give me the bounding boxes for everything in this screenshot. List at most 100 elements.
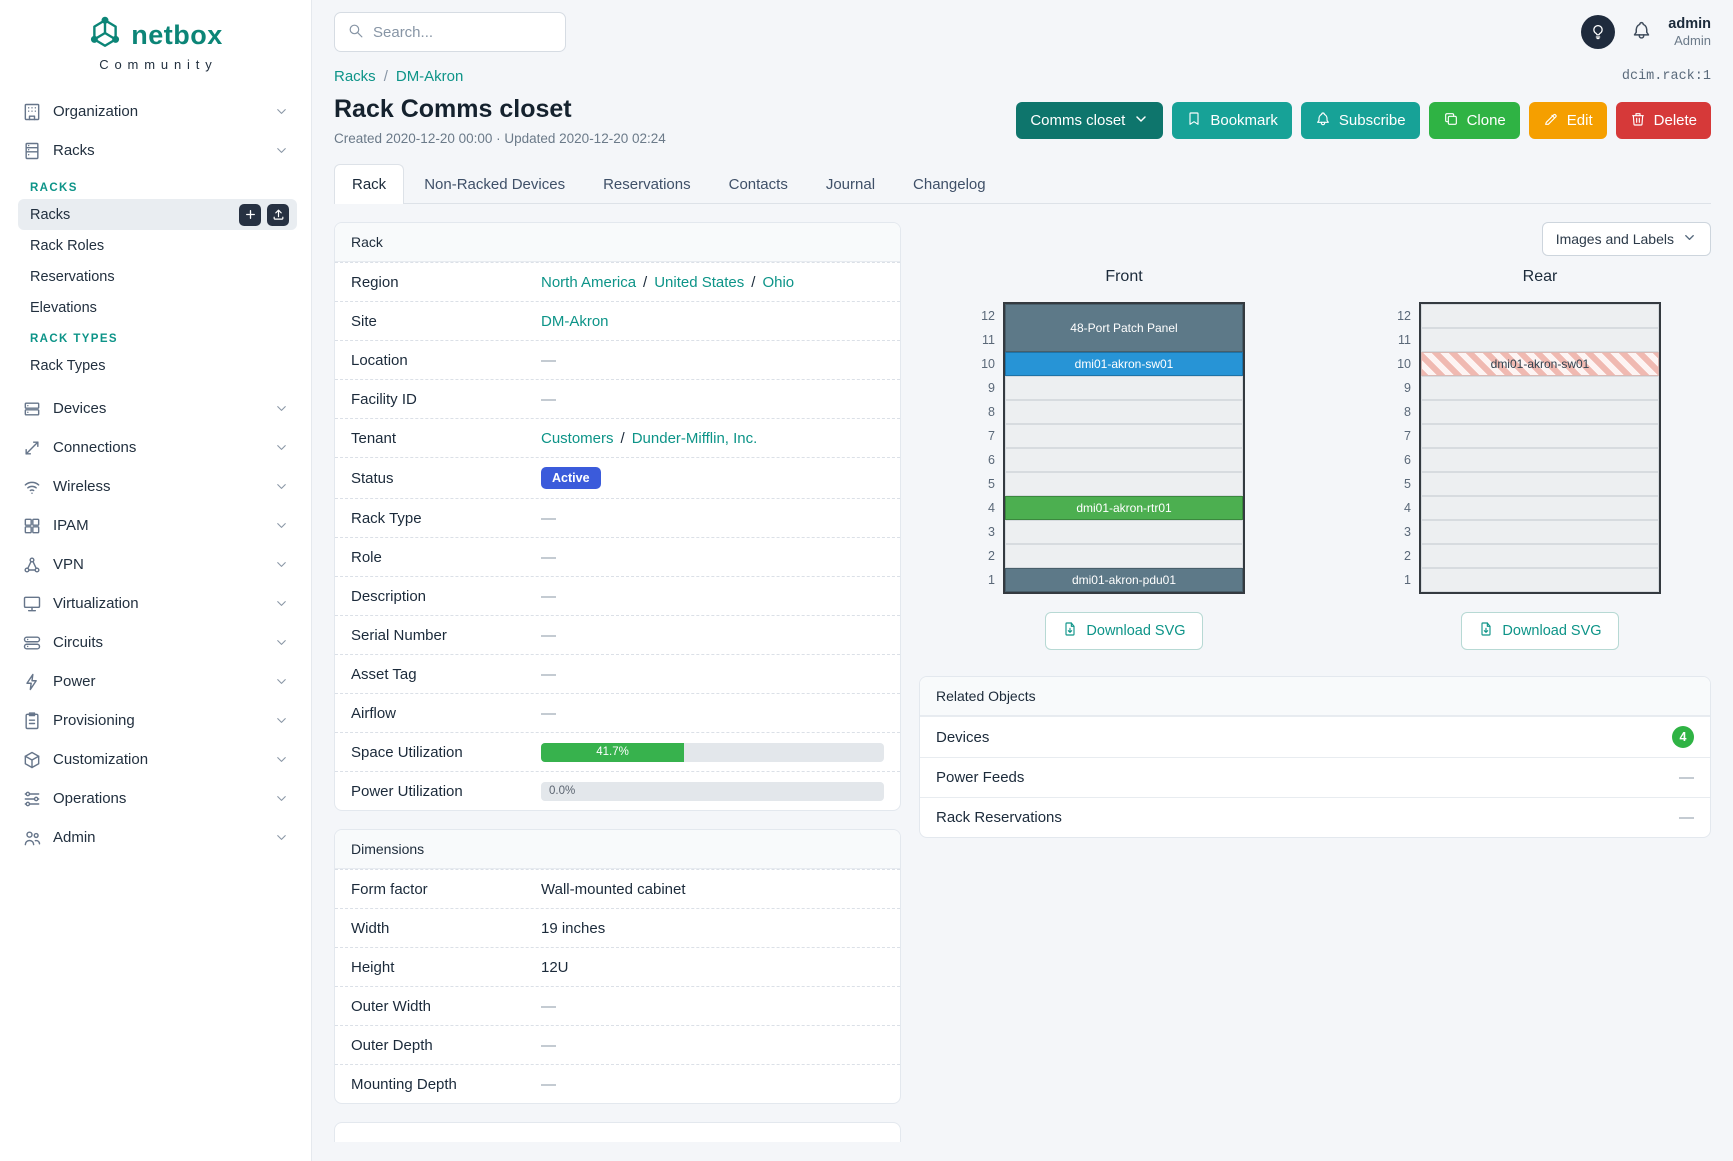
sidebar-item-racks[interactable]: Racks <box>12 131 299 170</box>
sidebar-item-wireless[interactable]: Wireless <box>12 467 299 506</box>
unit-number: 6 <box>988 453 995 467</box>
download-svg-front-button[interactable]: Download SVG <box>1045 612 1203 650</box>
region-link[interactable]: United States <box>654 273 745 291</box>
sidebar-item-customization[interactable]: Customization <box>12 740 299 779</box>
tenant-group-link[interactable]: Customers <box>541 429 614 447</box>
rack-unit[interactable]: dmi01-akron-pdu01 <box>1005 568 1243 592</box>
space-utilization-bar: 41.7% <box>541 742 884 762</box>
rack-unit[interactable] <box>1005 472 1243 496</box>
context-dropdown-button[interactable]: Comms closet <box>1016 102 1164 139</box>
tenant-link[interactable]: Dunder-Mifflin, Inc. <box>631 429 758 447</box>
region-link[interactable]: Ohio <box>762 273 795 291</box>
submenu-section-racks: RACKS <box>30 182 78 194</box>
chevron-down-icon <box>274 440 289 455</box>
sidebar-item-virtualization[interactable]: Virtualization <box>12 584 299 623</box>
delete-button[interactable]: Delete <box>1615 102 1711 139</box>
unit-number: 1 <box>988 573 995 587</box>
rack-unit[interactable] <box>1421 448 1659 472</box>
search-icon <box>347 22 364 43</box>
breadcrumb-link-racks[interactable]: Racks <box>334 68 376 85</box>
breadcrumb-link-site[interactable]: DM-Akron <box>395 68 464 85</box>
sidebar-item-rack-types[interactable]: Rack Types <box>30 357 106 374</box>
theme-toggle-button[interactable] <box>1581 15 1616 49</box>
attr-row-location: Location — <box>335 340 900 379</box>
sidebar-item-reservations[interactable]: Reservations <box>30 268 115 285</box>
rack-unit[interactable] <box>1421 304 1659 328</box>
sidebar-item-operations[interactable]: Operations <box>12 779 299 818</box>
related-row-power-feeds: Power Feeds — <box>920 757 1710 797</box>
rack-unit[interactable]: dmi01-akron-sw01 <box>1421 352 1659 376</box>
rack-unit[interactable] <box>1421 424 1659 448</box>
page-title: Rack Comms closet <box>334 95 572 123</box>
sidebar-item-rack-roles[interactable]: Rack Roles <box>30 237 105 254</box>
rack-unit[interactable] <box>1421 496 1659 520</box>
sidebar-item-organization[interactable]: Organization <box>12 92 299 131</box>
tab[interactable]: Non-Racked Devices <box>424 176 566 193</box>
rack-unit[interactable] <box>1005 376 1243 400</box>
rack-unit[interactable] <box>1421 568 1659 592</box>
rack-panel: Rack Region North America / United State… <box>334 222 901 811</box>
rack-unit[interactable]: 48-Port Patch Panel <box>1005 304 1243 352</box>
rack-unit[interactable]: dmi01-akron-rtr01 <box>1005 496 1243 520</box>
brand-tagline: Community <box>99 57 218 72</box>
rack-unit[interactable] <box>1421 376 1659 400</box>
sidebar-item-admin[interactable]: Admin <box>12 818 299 857</box>
tab[interactable]: Contacts <box>728 176 788 193</box>
file-download-icon <box>1062 621 1078 641</box>
bookmark-icon <box>1186 111 1202 131</box>
tab[interactable]: Journal <box>825 176 876 193</box>
search-input[interactable] <box>373 23 553 41</box>
related-objects-title: Related Objects <box>920 677 1710 716</box>
rack-unit[interactable] <box>1005 520 1243 544</box>
add-rack-button[interactable] <box>239 203 261 226</box>
object-id: dcim.rack:1 <box>1621 69 1711 84</box>
region-link[interactable]: North America <box>541 273 637 291</box>
rack-unit[interactable] <box>1421 520 1659 544</box>
rack-unit[interactable]: dmi01-akron-sw01 <box>1005 352 1243 376</box>
subscribe-button[interactable]: Subscribe <box>1300 102 1420 139</box>
chevron-down-icon <box>274 674 289 689</box>
rack-unit[interactable] <box>1421 544 1659 568</box>
chevron-down-icon <box>274 557 289 572</box>
sidebar-item-provisioning[interactable]: Provisioning <box>12 701 299 740</box>
rack-unit[interactable] <box>1005 544 1243 568</box>
unit-number: 10 <box>1397 357 1411 371</box>
sidebar-item-devices[interactable]: Devices <box>12 389 299 428</box>
attr-row-space-utilization: Space Utilization 41.7% <box>335 732 900 771</box>
sidebar-item-elevations[interactable]: Elevations <box>30 299 97 316</box>
edit-button[interactable]: Edit <box>1528 102 1607 139</box>
netbox-logo-icon <box>88 16 122 54</box>
sidebar-item-circuits[interactable]: Circuits <box>12 623 299 662</box>
sidebar-item-racks-list[interactable]: Racks <box>18 199 297 230</box>
sidebar-item-connections[interactable]: Connections <box>12 428 299 467</box>
user-name: admin <box>1668 15 1711 32</box>
user-menu[interactable]: admin Admin <box>1668 15 1711 49</box>
tab[interactable]: Reservations <box>603 176 691 193</box>
notifications-button[interactable] <box>1631 20 1652 44</box>
clone-button[interactable]: Clone <box>1428 102 1520 139</box>
sidebar-item-power[interactable]: Power <box>12 662 299 701</box>
site-link[interactable]: DM-Akron <box>541 312 609 330</box>
rack-unit[interactable] <box>1005 448 1243 472</box>
sidebar-item-ipam[interactable]: IPAM <box>12 506 299 545</box>
bookmark-button[interactable]: Bookmark <box>1172 102 1292 139</box>
related-devices-link[interactable]: Devices <box>936 728 990 746</box>
unit-number: 4 <box>1404 501 1411 515</box>
tab[interactable]: Changelog <box>913 176 986 193</box>
rack-unit[interactable] <box>1421 400 1659 424</box>
rack-unit[interactable] <box>1005 400 1243 424</box>
import-racks-button[interactable] <box>267 203 289 226</box>
unit-number: 1 <box>1404 573 1411 587</box>
images-and-labels-dropdown[interactable]: Images and Labels <box>1541 222 1711 256</box>
rack-unit[interactable] <box>1005 424 1243 448</box>
rack-unit[interactable] <box>1421 472 1659 496</box>
sidebar-item-vpn[interactable]: VPN <box>12 545 299 584</box>
global-search[interactable] <box>334 12 566 52</box>
unit-number: 7 <box>988 429 995 443</box>
brand-logo[interactable]: netbox Community <box>0 0 311 78</box>
download-svg-rear-button[interactable]: Download SVG <box>1461 612 1619 650</box>
rack-unit[interactable] <box>1421 328 1659 352</box>
unit-number: 10 <box>981 357 995 371</box>
tab[interactable]: Rack <box>334 164 405 204</box>
